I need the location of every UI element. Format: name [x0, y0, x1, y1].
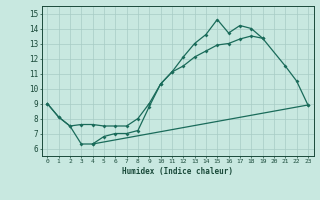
X-axis label: Humidex (Indice chaleur): Humidex (Indice chaleur) — [122, 167, 233, 176]
